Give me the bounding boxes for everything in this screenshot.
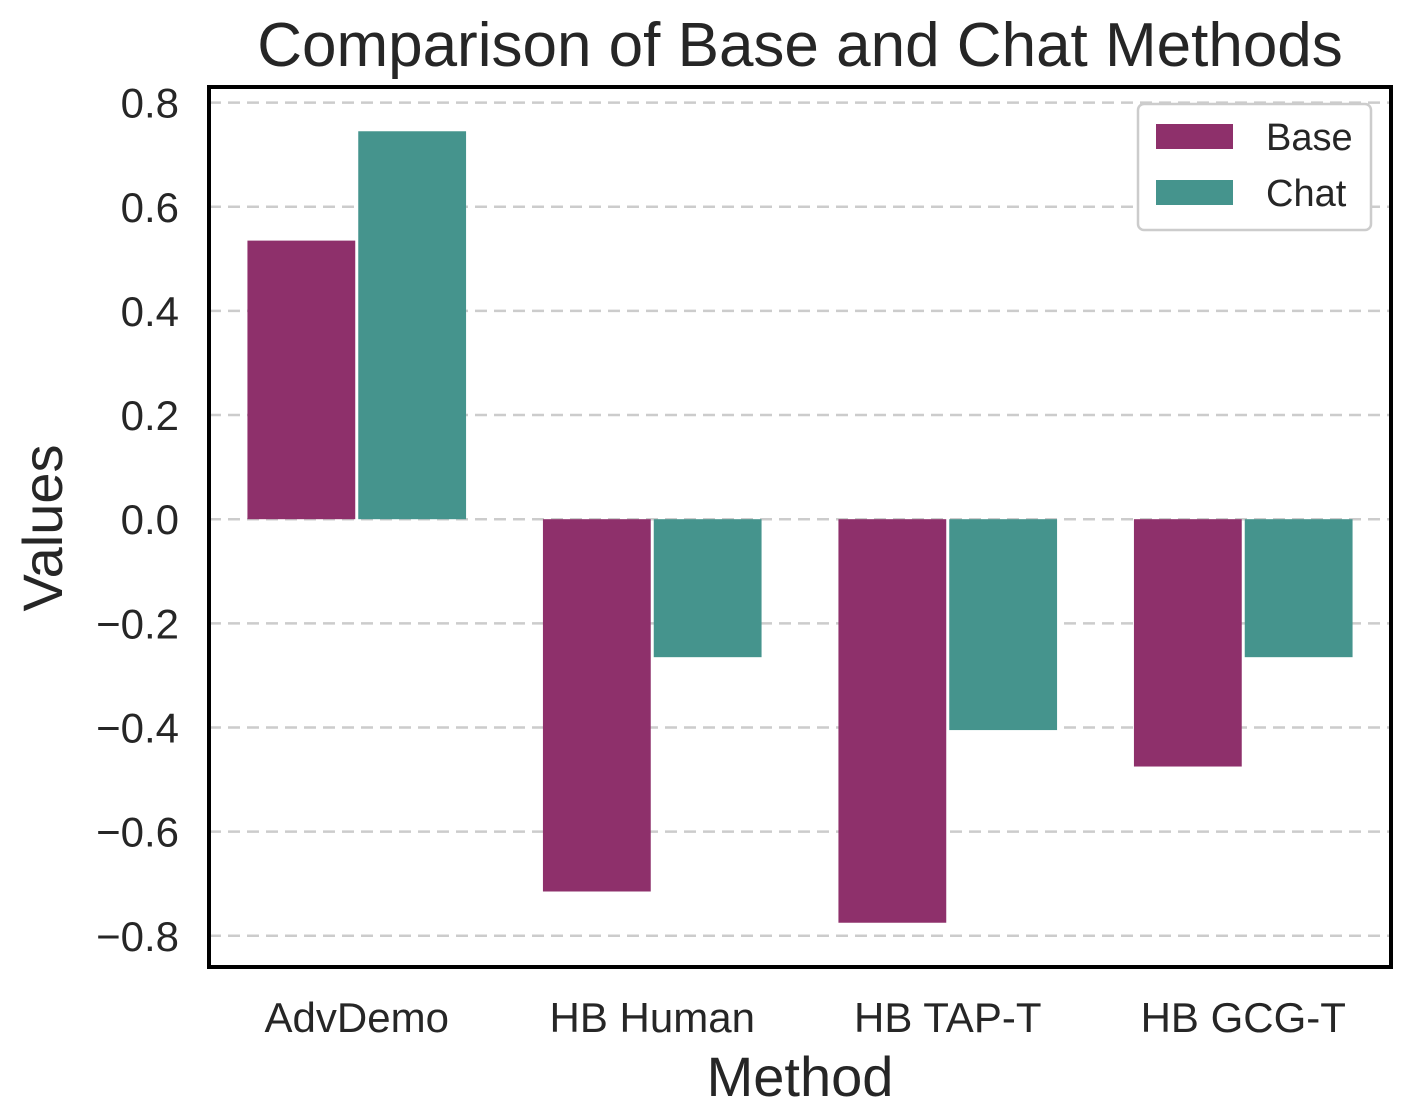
legend-entries: Base Chat xyxy=(1156,117,1353,215)
legend-swatch-chat xyxy=(1156,180,1233,205)
legend-label-chat: Chat xyxy=(1266,173,1347,215)
y-tick-label: −0.6 xyxy=(96,809,179,856)
bar-chat-hb-tap-t xyxy=(949,519,1058,731)
legend: Base Chat xyxy=(1136,102,1373,232)
bar-base-advdemo xyxy=(247,240,356,520)
y-tick-label: 0.0 xyxy=(121,496,179,543)
bars xyxy=(247,131,1353,923)
y-tick-label: 0.4 xyxy=(121,288,179,335)
y-tick-label: −0.2 xyxy=(96,600,179,647)
x-tick-label: AdvDemo xyxy=(265,994,449,1041)
x-axis-label: Method xyxy=(707,1045,894,1108)
y-tick-labels: 0.8 0.6 0.4 0.2 0.0 −0.2 −0.4 −0.6 −0.8 xyxy=(96,80,179,960)
bar-chat-hb-human xyxy=(653,519,762,658)
y-axis-label: Values xyxy=(11,444,74,611)
x-tick-labels: AdvDemo HB Human HB TAP-T HB GCG-T xyxy=(265,994,1346,1041)
bar-chat-advdemo xyxy=(358,131,467,520)
y-tick-label: 0.2 xyxy=(121,392,179,439)
chart-title: Comparison of Base and Chat Methods xyxy=(257,11,1343,80)
bar-base-hb-gcg-t xyxy=(1133,519,1242,767)
x-tick-label: HB Human xyxy=(550,994,755,1041)
y-tick-label: −0.8 xyxy=(96,913,179,960)
plot-frame xyxy=(207,85,1393,969)
y-tick-label: −0.4 xyxy=(96,704,179,751)
bar-base-hb-tap-t xyxy=(838,519,947,923)
y-tick-label: 0.8 xyxy=(121,80,179,127)
bar-chat-hb-gcg-t xyxy=(1244,519,1353,658)
y-tick-label: 0.6 xyxy=(121,184,179,231)
x-tick-label: HB GCG-T xyxy=(1141,994,1346,1041)
bar-base-hb-human xyxy=(542,519,651,892)
legend-swatch-base xyxy=(1156,124,1233,149)
x-tick-label: HB TAP-T xyxy=(854,994,1041,1041)
legend-label-base: Base xyxy=(1266,117,1353,159)
